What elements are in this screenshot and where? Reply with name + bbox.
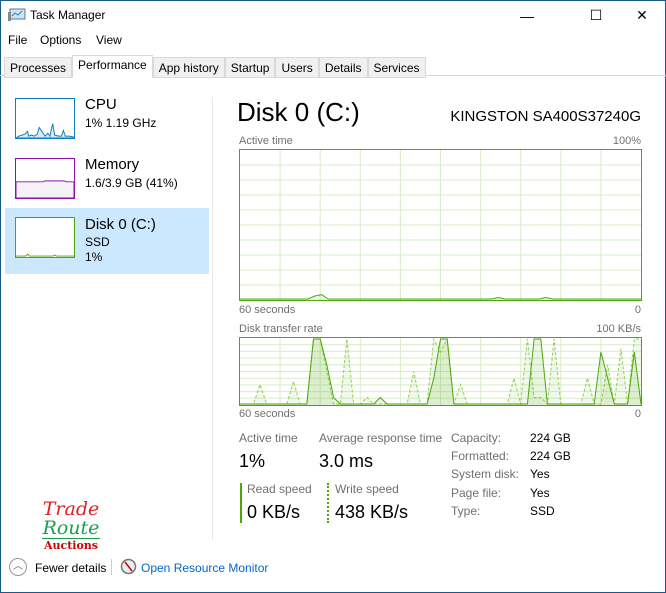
tab-bar: Processes Performance App history Startu… — [4, 55, 426, 78]
active-time-value: 1% — [239, 451, 266, 471]
logo-line-1: Trade — [42, 498, 100, 520]
capacity-label: Capacity: — [451, 431, 502, 445]
capacity-value: 224 GB — [530, 431, 571, 445]
memory-usage: 1.6/3.9 GB (41%) — [85, 176, 178, 190]
sidebar-item-disk0[interactable]: Disk 0 (C:) SSD 1% — [5, 208, 209, 274]
read-series-area — [240, 339, 641, 405]
transfer-graph-duration: 60 seconds — [239, 408, 296, 420]
type-label: Type: — [451, 504, 481, 518]
write-speed-indicator — [327, 483, 329, 523]
menu-options[interactable]: Options — [40, 33, 82, 47]
tab-details[interactable]: Details — [318, 57, 368, 78]
response-time-label: Average response time — [319, 431, 443, 445]
cpu-thumbnail-graph — [15, 98, 75, 139]
system-disk-value: Yes — [530, 467, 550, 481]
page-title: Disk 0 (C:) — [237, 97, 360, 127]
minimize-button[interactable]: — — [520, 7, 534, 24]
sidebar-item-cpu[interactable]: CPU 1% 1.19 GHz — [5, 92, 209, 156]
transfer-graph-max: 100 KB/s — [596, 323, 641, 335]
page-file-label: Page file: — [451, 486, 502, 500]
open-resource-monitor-link[interactable]: Open Resource Monitor — [141, 561, 269, 575]
window-title: Task Manager — [30, 8, 106, 22]
transfer-graph-min: 0 — [634, 408, 641, 420]
active-time-graph-min: 0 — [634, 304, 641, 316]
active-time-graph-max: 100% — [612, 135, 641, 147]
close-button[interactable]: ✕ — [636, 7, 648, 23]
active-time-graph-duration: 60 seconds — [239, 304, 296, 316]
formatted-label: Formatted: — [451, 449, 510, 463]
menu-view[interactable]: View — [96, 33, 122, 47]
disk-label: Disk 0 (C:) — [85, 216, 156, 233]
system-disk-label: System disk: — [451, 467, 520, 481]
read-speed-indicator — [240, 483, 242, 523]
read-series-line — [240, 338, 641, 405]
logo-line-3: Auctions — [43, 539, 99, 552]
tab-app-history[interactable]: App history — [152, 57, 225, 78]
panel-separator — [212, 97, 213, 540]
formatted-value: 224 GB — [530, 449, 571, 463]
tab-performance[interactable]: Performance — [72, 55, 153, 78]
write-speed-label: Write speed — [335, 482, 399, 496]
cpu-usage: 1% 1.19 GHz — [85, 116, 157, 130]
memory-thumbnail-graph — [15, 158, 75, 199]
fewer-details-button[interactable]: Fewer details — [35, 561, 107, 575]
active-time-graph-label: Active time — [239, 135, 293, 147]
memory-label: Memory — [85, 156, 140, 173]
tab-users[interactable]: Users — [275, 57, 319, 78]
title-bar: Task Manager — ☐ ✕ — [0, 0, 666, 31]
disk-usage: 1% — [85, 250, 103, 264]
maximize-button[interactable]: ☐ — [589, 7, 603, 23]
transfer-graph-label: Disk transfer rate — [239, 323, 323, 335]
logo-line-2: Route — [42, 517, 100, 539]
read-speed-label: Read speed — [247, 482, 312, 496]
task-manager-icon — [8, 8, 26, 21]
disk-model: KINGSTON SA400S37240G — [450, 108, 641, 125]
footer-divider — [111, 559, 112, 575]
response-time-value: 3.0 ms — [319, 451, 374, 471]
menu-file[interactable]: File — [8, 33, 28, 47]
transfer-rate-graph — [239, 337, 642, 406]
disk-thumbnail-graph — [15, 217, 75, 258]
write-series-area — [240, 339, 641, 405]
disk-type: SSD — [85, 235, 110, 249]
trade-route-logo: Trade Route Auctions — [42, 500, 100, 552]
chevron-up-icon[interactable]: ︿ — [9, 558, 27, 576]
active-time-series-line — [240, 294, 641, 300]
write-speed-value: 438 KB/s — [335, 502, 409, 522]
type-value: SSD — [530, 504, 555, 518]
sidebar-item-memory[interactable]: Memory 1.6/3.9 GB (41%) — [5, 152, 209, 216]
active-time-graph — [239, 149, 642, 301]
read-speed-value: 0 KB/s — [247, 502, 301, 522]
tab-startup[interactable]: Startup — [224, 57, 276, 78]
cpu-label: CPU — [85, 96, 117, 113]
tab-processes[interactable]: Processes — [4, 57, 73, 78]
page-file-value: Yes — [530, 486, 550, 500]
active-time-label: Active time — [239, 431, 298, 445]
resource-monitor-icon[interactable] — [120, 558, 137, 575]
tab-services[interactable]: Services — [367, 57, 426, 78]
